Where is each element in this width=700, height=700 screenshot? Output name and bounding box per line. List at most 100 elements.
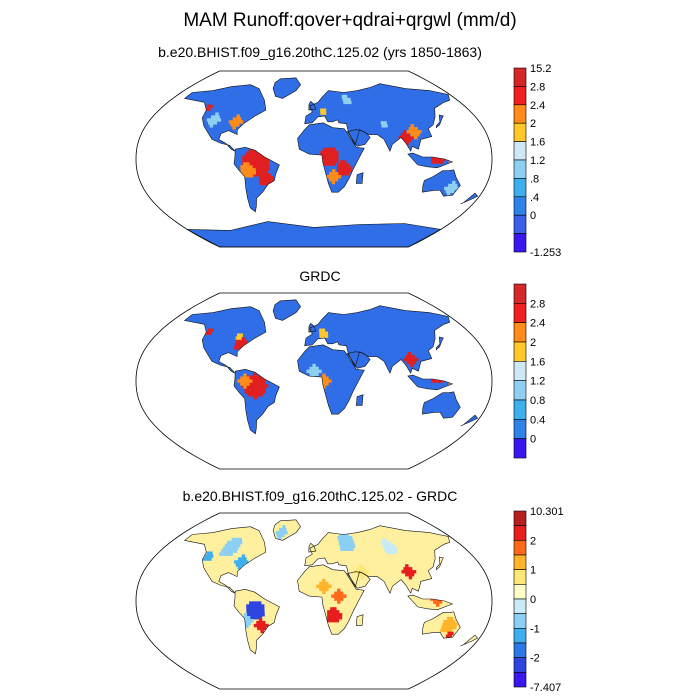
map-svg: [135, 292, 493, 470]
coastline: [183, 526, 267, 594]
colorbar-swatch: [513, 554, 527, 570]
panel-1-subtitle: b.e20.BHIST.f09_g16.20thC.125.02 (yrs 18…: [158, 44, 482, 60]
panel-1-map: [134, 66, 494, 252]
colorbar-label: -7.407: [530, 682, 561, 694]
colorbar-svg: 10.301 2 1 0 -1 -2 -7.407: [513, 506, 564, 694]
coastline: [435, 556, 444, 571]
coastline: [183, 84, 267, 152]
panel-2-map: [134, 288, 494, 474]
colorbar-swatch: [513, 419, 527, 439]
colorbar-label: 2.8: [530, 298, 545, 310]
colorbar-swatch: [513, 159, 527, 179]
colorbar-label: 2: [530, 337, 536, 349]
panel-1-colorbar: 15.2 2.8 2.4 2 1.6 1.2 .8 .4 0 -1.253: [513, 63, 604, 259]
globe-outline: [135, 70, 493, 248]
colorbar-swatch: [513, 438, 527, 459]
colorbar-label: 0: [530, 210, 536, 222]
colorbar-swatch: [513, 283, 527, 304]
coastline: [422, 391, 461, 419]
coastline: [460, 634, 479, 647]
figure-title: MAM Runoff:qover+qdrai+qrgwl (mm/d): [183, 10, 517, 31]
colorbar-svg: 15.2 2.8 2.4 2 1.6 1.2 .8 .4 0 -1.253: [513, 63, 561, 259]
colorbar-label: 2: [530, 118, 536, 130]
colorbar-label: 0.8: [530, 395, 545, 407]
colorbar-label: .4: [530, 192, 539, 204]
colorbar-label: 1.2: [530, 376, 545, 388]
colorbar-svg: 2.8 2.4 2 1.6 1.2 0.8 0.4 0: [513, 283, 545, 459]
colorbar-swatch: [513, 613, 527, 629]
colorbar-label: 2.4: [530, 318, 545, 330]
coastline: [422, 169, 461, 197]
map-svg: [135, 70, 493, 248]
panel-3-map: [134, 508, 494, 694]
coastline: [297, 344, 365, 415]
coastline: [304, 525, 451, 594]
coastline: [272, 519, 301, 541]
colorbar-swatch: [513, 341, 527, 362]
coastline: [308, 100, 317, 111]
colorbar-swatch: [513, 361, 527, 381]
coastline: [407, 374, 454, 391]
map-svg: [135, 512, 493, 690]
colorbar-swatch: [513, 214, 527, 234]
colorbar-label: 2: [530, 535, 536, 547]
colorbar-swatch: [513, 510, 527, 526]
coastline: [422, 611, 461, 639]
colorbar-swatch: [513, 584, 527, 600]
coastline: [346, 571, 371, 589]
coastline: [435, 336, 444, 351]
coastline: [407, 152, 454, 169]
coastline: [346, 129, 371, 147]
coastline: [304, 83, 451, 152]
colorbar-label: 0: [530, 434, 536, 446]
colorbar-swatch: [513, 303, 527, 323]
colorbar-label: 1.6: [530, 356, 545, 368]
colorbar-label: 2.8: [530, 81, 545, 93]
coastline: [355, 614, 364, 626]
colorbar-swatch: [513, 104, 527, 124]
colorbar-swatch: [513, 672, 527, 688]
colorbar-label: 10.301: [530, 506, 564, 518]
colorbar-label: -1: [530, 623, 540, 635]
coastline: [233, 368, 280, 435]
colorbar-label: 1: [530, 565, 536, 577]
colorbar-swatch: [513, 67, 527, 87]
globe-outline: [135, 292, 493, 470]
colorbar-swatch: [513, 141, 527, 161]
colorbar-swatch: [513, 322, 527, 343]
panel-3-colorbar: 10.301 2 1 0 -1 -2 -7.407: [513, 506, 604, 694]
coastline: [460, 192, 479, 205]
coastline: [407, 594, 454, 611]
panel-3-subtitle: b.e20.BHIST.f09_g16.20thC.125.02 - GRDC: [182, 488, 458, 504]
colorbar-swatch: [513, 380, 527, 401]
coastline: [272, 77, 301, 99]
coastline: [233, 146, 280, 213]
colorbar-swatch: [513, 642, 527, 658]
coastline: [355, 394, 364, 406]
panel-2-colorbar: 2.8 2.4 2 1.6 1.2 0.8 0.4 0: [513, 283, 604, 464]
colorbar-swatch: [513, 399, 527, 420]
colorbar-label: .8: [530, 173, 539, 185]
coastline: [304, 305, 451, 374]
colorbar-label: 1.6: [530, 137, 545, 149]
coastline: [435, 114, 444, 129]
colorbar-swatch: [513, 233, 527, 253]
coastline: [183, 306, 267, 374]
colorbar-swatch: [513, 628, 527, 644]
coastline: [355, 172, 364, 184]
colorbar-label: 0.4: [530, 414, 545, 426]
colorbar-label: -2: [530, 653, 540, 665]
coastline: [308, 322, 317, 333]
colorbar-swatch: [513, 598, 527, 614]
colorbar-label: 2.4: [530, 100, 545, 112]
globe-outline: [135, 512, 493, 690]
colorbar-swatch: [513, 540, 527, 556]
coastline: [460, 414, 479, 427]
colorbar-swatch: [513, 569, 527, 585]
coastline: [272, 299, 301, 321]
colorbar-label: 1.2: [530, 155, 545, 167]
colorbar-label: 0: [530, 594, 536, 606]
colorbar-label: -1.253: [530, 247, 561, 259]
coastline: [297, 122, 365, 193]
colorbar-swatch: [513, 525, 527, 541]
